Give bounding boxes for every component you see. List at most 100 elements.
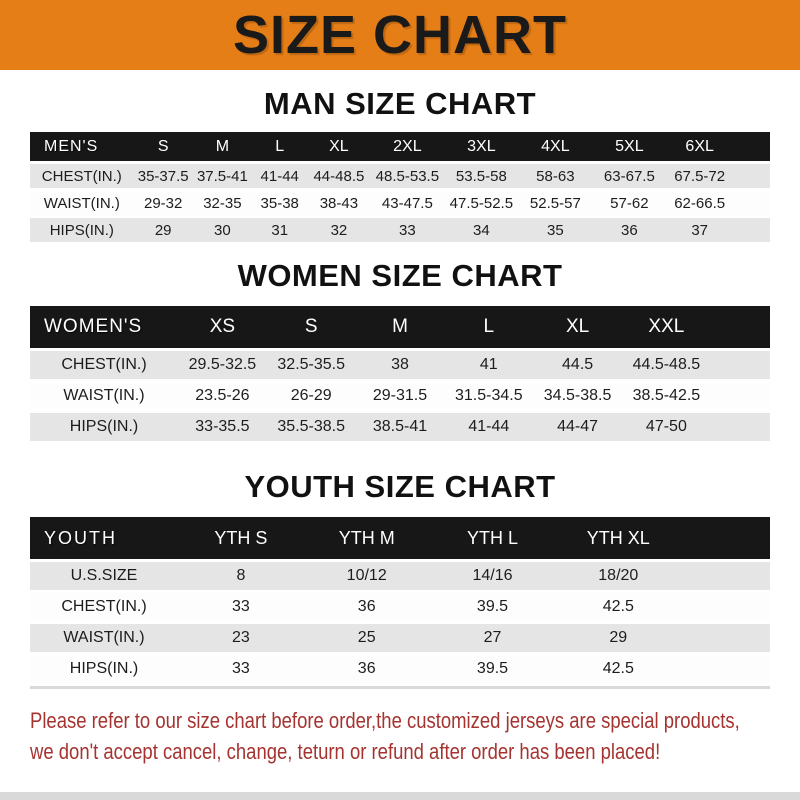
size-column-header: 5XL — [592, 132, 667, 161]
size-column-header: S — [266, 306, 356, 348]
youth-size-table: YOUTH YTH S YTH M YTH L YTH XL U.S.SIZE … — [30, 514, 770, 686]
women-size-table: WOMEN'S XS S M L XL XXL CHEST(IN.) 29.5-… — [30, 303, 770, 444]
size-column-header: M — [355, 306, 445, 348]
size-value: 29.5-32.5 — [178, 351, 267, 379]
size-value: 36 — [303, 593, 430, 621]
size-value: 29-31.5 — [355, 382, 445, 410]
size-column-header: YTH XL — [555, 517, 682, 559]
size-value: 42.5 — [555, 593, 682, 621]
row-label: HIPS(IN.) — [30, 655, 178, 683]
row-spacer — [710, 351, 770, 379]
size-value: 58-63 — [518, 164, 593, 188]
size-column-header: YTH M — [303, 517, 430, 559]
man-size-chart-heading: MAN SIZE CHART — [263, 86, 537, 121]
women-table-corner-label: WOMEN'S — [30, 306, 178, 348]
row-spacer — [732, 191, 770, 215]
size-value: 25 — [303, 624, 430, 652]
table-row: CHEST(IN.) 35-37.5 37.5-41 41-44 44-48.5… — [30, 164, 770, 188]
row-label: WAIST(IN.) — [30, 624, 178, 652]
size-column-header: XL — [533, 306, 622, 348]
size-value: 34 — [444, 218, 519, 242]
table-row: HIPS(IN.) 33 36 39.5 42.5 — [30, 655, 770, 683]
size-value: 38 — [355, 351, 445, 379]
size-value: 62-66.5 — [666, 191, 733, 215]
table-row: CHEST(IN.) 29.5-32.5 32.5-35.5 38 41 44.… — [30, 351, 770, 379]
size-value: 10/12 — [303, 562, 430, 590]
size-value: 37.5-41 — [192, 164, 252, 188]
table-row: WAIST(IN.) 23 25 27 29 — [30, 624, 770, 652]
size-column-header: YTH S — [178, 517, 304, 559]
size-column-header: 4XL — [518, 132, 593, 161]
size-column-header: L — [444, 306, 534, 348]
row-label: WAIST(IN.) — [30, 382, 178, 410]
size-column-header: XL — [307, 132, 371, 161]
row-label: CHEST(IN.) — [30, 164, 134, 188]
size-value: 35.5-38.5 — [266, 413, 356, 441]
size-value: 39.5 — [429, 655, 556, 683]
size-value: 29 — [133, 218, 193, 242]
size-value: 35 — [518, 218, 593, 242]
size-value: 31.5-34.5 — [444, 382, 534, 410]
size-value: 33 — [178, 655, 304, 683]
size-value: 41-44 — [444, 413, 534, 441]
size-column-header: S — [133, 132, 193, 161]
size-value: 53.5-58 — [444, 164, 519, 188]
size-column-header: 6XL — [666, 132, 733, 161]
table-row: HIPS(IN.) 29 30 31 32 33 34 35 36 37 — [30, 218, 770, 242]
row-label: HIPS(IN.) — [30, 218, 134, 242]
size-value: 36 — [303, 655, 430, 683]
row-spacer — [732, 218, 770, 242]
size-value: 18/20 — [555, 562, 682, 590]
row-label: CHEST(IN.) — [30, 593, 178, 621]
size-value: 52.5-57 — [518, 191, 593, 215]
men-table-header-row: MEN'S S M L XL 2XL 3XL 4XL 5XL 6XL — [30, 132, 770, 161]
header-spacer — [732, 132, 770, 161]
size-value: 67.5-72 — [666, 164, 733, 188]
size-value: 23.5-26 — [178, 382, 267, 410]
size-value: 44.5-48.5 — [621, 351, 711, 379]
size-value: 63-67.5 — [592, 164, 667, 188]
size-value: 35-38 — [251, 191, 308, 215]
row-spacer — [681, 593, 770, 621]
size-chart-title: SIZE CHART — [233, 5, 567, 65]
table-row: CHEST(IN.) 33 36 39.5 42.5 — [30, 593, 770, 621]
size-column-header: YTH L — [429, 517, 556, 559]
table-row: WAIST(IN.) 23.5-26 26-29 29-31.5 31.5-34… — [30, 382, 770, 410]
size-value: 42.5 — [555, 655, 682, 683]
size-value: 27 — [429, 624, 556, 652]
size-value: 30 — [192, 218, 252, 242]
size-value: 38.5-41 — [355, 413, 445, 441]
row-spacer — [710, 382, 770, 410]
youth-table-bottom-divider — [30, 686, 770, 689]
size-value: 41 — [444, 351, 534, 379]
men-table-corner-label: MEN'S — [30, 132, 134, 161]
size-value: 48.5-53.5 — [370, 164, 445, 188]
table-row: WAIST(IN.) 29-32 32-35 35-38 38-43 43-47… — [30, 191, 770, 215]
size-value: 14/16 — [429, 562, 556, 590]
disclaimer-line-1: Please refer to our size chart before or… — [30, 708, 740, 733]
size-value: 47.5-52.5 — [444, 191, 519, 215]
women-table-header-row: WOMEN'S XS S M L XL XXL — [30, 306, 770, 348]
disclaimer: Please refer to our size chart before or… — [0, 705, 800, 767]
bottom-edge-strip — [0, 792, 800, 800]
size-value: 35-37.5 — [133, 164, 193, 188]
size-value: 32.5-35.5 — [266, 351, 356, 379]
row-spacer — [710, 413, 770, 441]
table-row: U.S.SIZE 8 10/12 14/16 18/20 — [30, 562, 770, 590]
row-spacer — [681, 562, 770, 590]
size-value: 41-44 — [251, 164, 308, 188]
size-value: 47-50 — [621, 413, 711, 441]
youth-table-corner-label: YOUTH — [30, 517, 178, 559]
row-label: CHEST(IN.) — [30, 351, 178, 379]
size-value: 38.5-42.5 — [621, 382, 711, 410]
size-value: 29 — [555, 624, 682, 652]
row-label: U.S.SIZE — [30, 562, 178, 590]
size-column-header: M — [192, 132, 252, 161]
row-spacer — [732, 164, 770, 188]
size-column-header: 3XL — [444, 132, 519, 161]
size-column-header: 2XL — [370, 132, 445, 161]
size-value: 8 — [178, 562, 304, 590]
youth-table-header-row: YOUTH YTH S YTH M YTH L YTH XL — [30, 517, 770, 559]
size-value: 44-47 — [533, 413, 622, 441]
